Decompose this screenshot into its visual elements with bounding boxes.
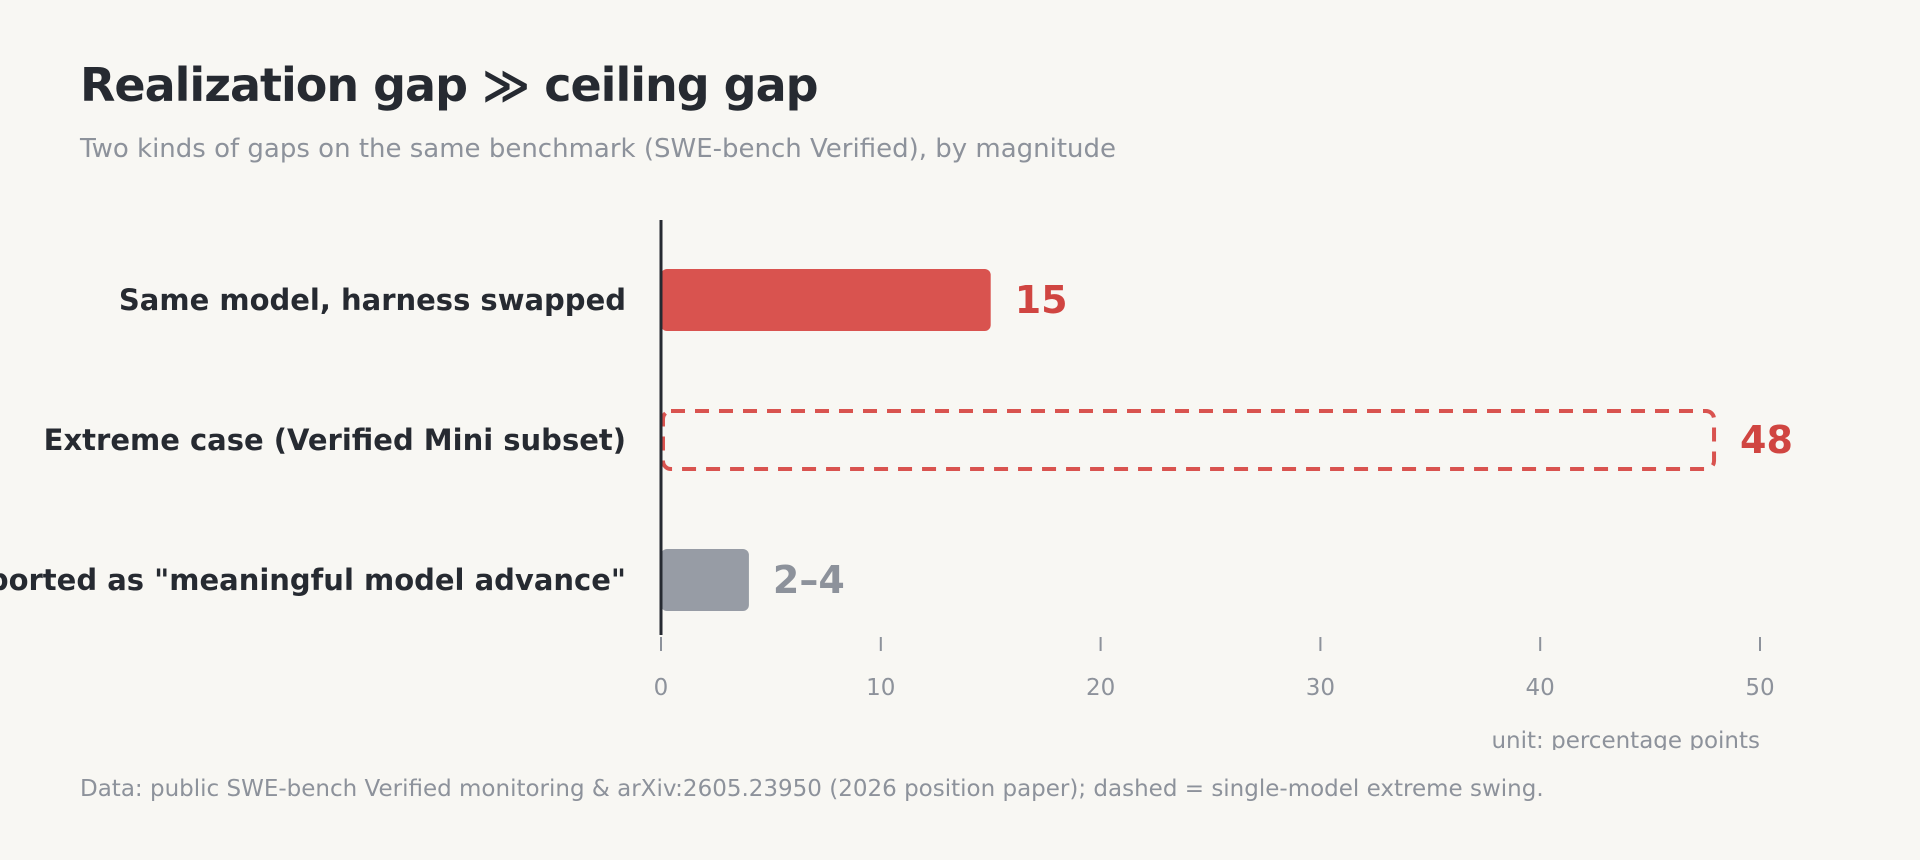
value-label: 2–4 — [773, 558, 845, 602]
category-label: Extreme case (Verified Mini subset) — [44, 423, 626, 457]
x-tick-label: 10 — [866, 675, 895, 701]
x-tick-label: 30 — [1306, 675, 1335, 701]
x-tick-label: 20 — [1086, 675, 1115, 701]
value-label: 15 — [1015, 278, 1068, 322]
chart-footnote: Data: public SWE-bench Verified monitori… — [80, 776, 1544, 802]
bar-dashed — [661, 409, 1717, 471]
x-tick-label: 0 — [654, 675, 669, 701]
bar — [661, 549, 749, 611]
x-tick-label: 40 — [1526, 675, 1555, 701]
category-label: Reported as "meaningful model advance" — [0, 563, 626, 597]
unit-label: unit: percentage points — [1491, 728, 1760, 750]
chart-subtitle: Two kinds of gaps on the same benchmark … — [80, 134, 1117, 164]
chart-title: Realization gap ≫ ceiling gap — [80, 58, 819, 112]
x-tick-label: 50 — [1745, 675, 1774, 701]
value-label: 48 — [1740, 418, 1793, 462]
category-label: Same model, harness swapped — [119, 283, 626, 317]
bar — [661, 269, 991, 331]
bar-chart: Same model, harness swapped 15 Extreme cas… — [0, 220, 1793, 750]
